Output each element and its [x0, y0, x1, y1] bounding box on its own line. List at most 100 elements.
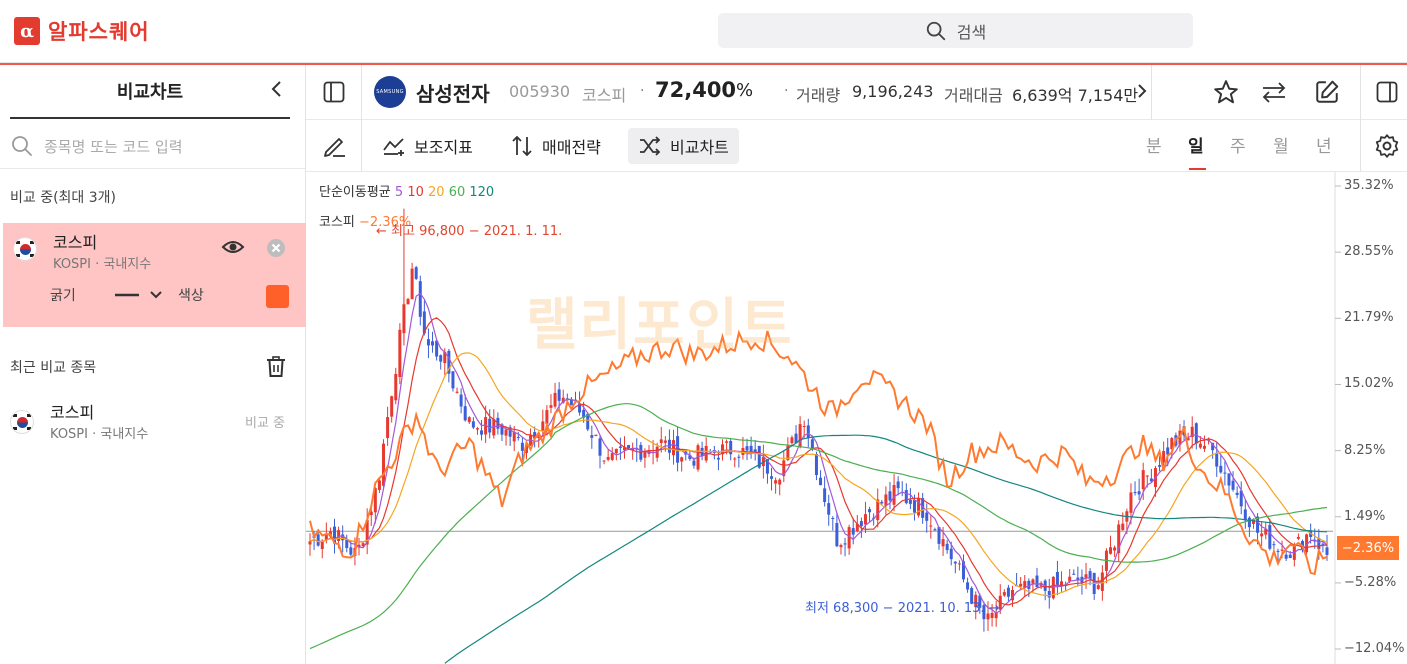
candle: [1264, 522, 1268, 540]
color-label: 색상: [178, 288, 204, 304]
clear-recent-button[interactable]: [266, 356, 286, 382]
chart-settings-button[interactable]: [1374, 133, 1400, 163]
ma-legend-10: 10: [403, 185, 424, 200]
candle: [900, 481, 904, 497]
compare-chart-button[interactable]: 비교차트: [628, 128, 739, 164]
period-year[interactable]: 년: [1316, 137, 1332, 157]
candle: [1137, 478, 1141, 500]
period-day[interactable]: 일: [1188, 137, 1204, 157]
candle: [733, 456, 737, 468]
price-chart[interactable]: 단순이동평균 5 10 20 60 120 코스피 −2.36% 랠리포인트 ←…: [306, 172, 1407, 664]
drawing-tool-button[interactable]: [321, 133, 347, 163]
compare-chart-label: 비교차트: [670, 138, 729, 157]
candle: [557, 382, 561, 409]
ma-line-5: [309, 292, 1328, 614]
strategy-button[interactable]: 매매전략: [500, 128, 611, 164]
candle: [778, 478, 782, 496]
candle: [1190, 416, 1194, 449]
candle: [414, 265, 418, 281]
candle: [333, 518, 337, 554]
candle: [765, 459, 769, 484]
candle: [966, 577, 970, 593]
compare-item-card[interactable]: 코스피 KOSPI · 국내지수 굵기 색상: [3, 223, 306, 327]
switch-stock-button[interactable]: [1261, 80, 1287, 108]
memo-button[interactable]: [1314, 79, 1340, 109]
candle: [606, 449, 610, 462]
thickness-select[interactable]: [113, 287, 165, 306]
candle: [1268, 518, 1272, 551]
candle: [835, 512, 839, 548]
symbol-search-input[interactable]: 종목명 또는 코드 입력: [44, 137, 183, 156]
panel-right-icon: [1376, 81, 1398, 103]
candle: [377, 477, 381, 494]
y-tick-label: −12.04%: [1344, 641, 1405, 656]
compare-sidebar: 비교차트 종목명 또는 코드 입력 비교 중(최대 3개) 코스피 KOSPI …: [0, 65, 306, 664]
toggle-right-panel-button[interactable]: [1376, 81, 1398, 107]
candle: [435, 340, 439, 361]
remove-compare-button[interactable]: [266, 238, 286, 262]
candle: [459, 388, 463, 414]
indicator-label: 보조지표: [414, 138, 473, 157]
period-minute[interactable]: 분: [1146, 137, 1162, 157]
indicator-button[interactable]: 보조지표: [372, 128, 483, 164]
global-search[interactable]: 검색: [718, 13, 1193, 48]
candle: [394, 367, 398, 405]
candle: [782, 450, 786, 483]
y-tick-label: 28.55%: [1344, 244, 1394, 260]
candle: [1202, 435, 1206, 452]
candle: [839, 543, 843, 555]
candle: [451, 371, 455, 392]
color-picker-swatch[interactable]: [266, 285, 289, 308]
candle: [382, 439, 386, 491]
candle: [1043, 579, 1047, 601]
period-week[interactable]: 주: [1230, 137, 1246, 157]
candle: [986, 601, 990, 631]
candle: [749, 436, 753, 459]
star-icon: [1214, 80, 1238, 104]
scroll-right-button[interactable]: [1136, 82, 1148, 104]
symbol-search[interactable]: 종목명 또는 코드 입력: [10, 127, 300, 165]
candle: [1064, 581, 1068, 592]
candle: [488, 409, 492, 439]
candle: [1051, 576, 1055, 600]
candle: [1133, 481, 1137, 496]
period-month[interactable]: 월: [1273, 137, 1289, 157]
candle: [1321, 540, 1325, 553]
toggle-sidebar-button[interactable]: [323, 81, 345, 107]
visibility-toggle[interactable]: [221, 237, 245, 261]
chart-canvas[interactable]: [306, 172, 1407, 664]
sidebar-header: 비교차트: [10, 65, 290, 119]
candle: [631, 442, 635, 460]
candle: [970, 586, 974, 605]
candle: [929, 514, 933, 539]
candle: [618, 437, 622, 460]
candle: [974, 591, 978, 620]
candle: [426, 328, 430, 359]
candle: [1129, 483, 1133, 525]
candle: [431, 331, 435, 353]
compare-legend: 코스피 −2.36%: [319, 211, 411, 230]
candle: [888, 481, 892, 510]
candle: [806, 418, 810, 448]
favorite-button[interactable]: [1213, 79, 1239, 109]
trash-icon: [267, 356, 285, 377]
y-tick-label: 1.49%: [1344, 508, 1386, 524]
candle: [1162, 441, 1166, 466]
candle: [1296, 533, 1300, 541]
sidebar-divider: [0, 168, 305, 169]
stock-name[interactable]: 삼성전자: [416, 82, 490, 106]
candle: [1239, 481, 1243, 515]
candle: [794, 425, 798, 444]
samsung-logo: SAMSUNG: [374, 76, 406, 108]
candle: [1060, 571, 1064, 592]
app-logo[interactable]: α 알파스퀘어: [14, 16, 150, 46]
recent-item-name: 코스피: [50, 403, 95, 422]
candle: [1092, 572, 1096, 600]
candle: [884, 486, 888, 515]
volume-value: 9,196,243: [852, 82, 934, 101]
watermark-text: 랠리포인트: [526, 293, 794, 358]
candle: [814, 451, 818, 481]
candle: [635, 438, 639, 462]
collapse-sidebar-button[interactable]: [270, 79, 284, 104]
volume-label: 거래량: [796, 86, 841, 105]
